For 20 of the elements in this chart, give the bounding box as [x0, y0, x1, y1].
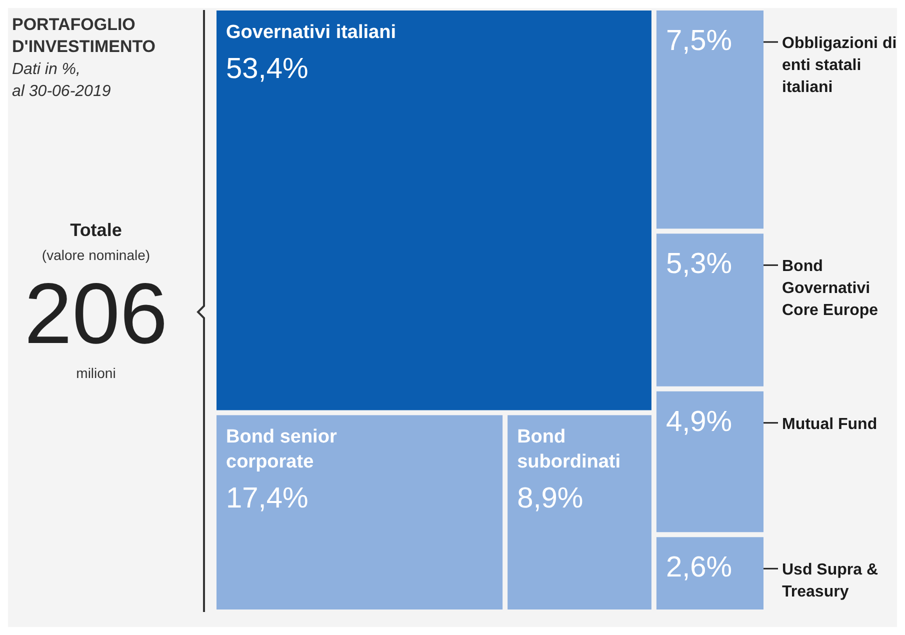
text: Dati in %, al 30-06-2019	[12, 61, 111, 100]
category-label: Bond Governativi Core Europe	[782, 258, 878, 320]
data-label: 2,6%	[666, 552, 732, 584]
data-label: 4,9%	[666, 406, 732, 438]
text: PORTAFOGLIO D'INVESTIMENTO	[12, 15, 156, 56]
category-label: Governativi italiani	[226, 22, 396, 43]
category-label: Mutual Fund	[782, 416, 878, 433]
data-label: 7,5%	[666, 25, 732, 57]
text: (valore nominale)	[42, 247, 150, 263]
data-label: 8,9%	[517, 482, 584, 515]
text: Totale	[70, 220, 122, 240]
category-label: Bond subordinati	[517, 426, 621, 473]
category-label: Bond senior corporate	[226, 426, 338, 473]
category-label: Usd Supra & Treasury	[782, 562, 878, 601]
data-label: 53,4%	[226, 53, 308, 85]
category-label: Obbligazioni di enti statali italiani	[782, 35, 897, 96]
data-label: 5,3%	[666, 248, 732, 280]
data-label: 17,4%	[226, 482, 308, 515]
text: milioni	[76, 365, 116, 381]
text: 206	[24, 266, 168, 362]
